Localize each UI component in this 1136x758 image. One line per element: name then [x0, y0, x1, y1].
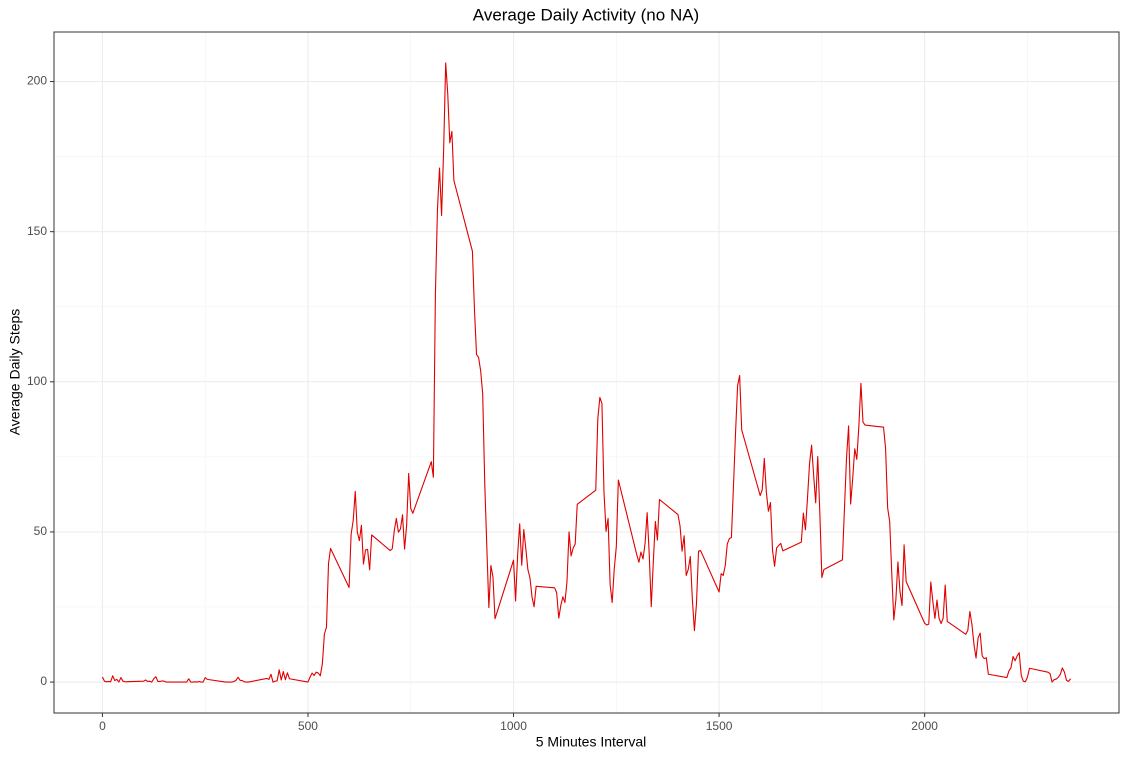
x-tick-label: 1000 — [500, 719, 527, 733]
y-tick-label: 150 — [27, 224, 47, 238]
panel-border — [53, 31, 1120, 714]
x-tick-label: 0 — [99, 719, 106, 733]
data-line — [101, 62, 1072, 683]
chart-title: Average Daily Activity (no NA) — [473, 5, 699, 24]
y-tick-label: 200 — [27, 74, 47, 88]
x-tick-label: 500 — [298, 719, 318, 733]
x-axis-title: 5 Minutes Interval — [536, 734, 647, 750]
y-axis-title: Average Daily Steps — [7, 309, 23, 436]
y-tick-label: 0 — [40, 674, 47, 688]
y-tick-label: 50 — [34, 524, 48, 538]
x-tick-label: 2000 — [911, 719, 938, 733]
x-tick-label: 1500 — [706, 719, 733, 733]
y-tick-label: 100 — [27, 374, 47, 388]
